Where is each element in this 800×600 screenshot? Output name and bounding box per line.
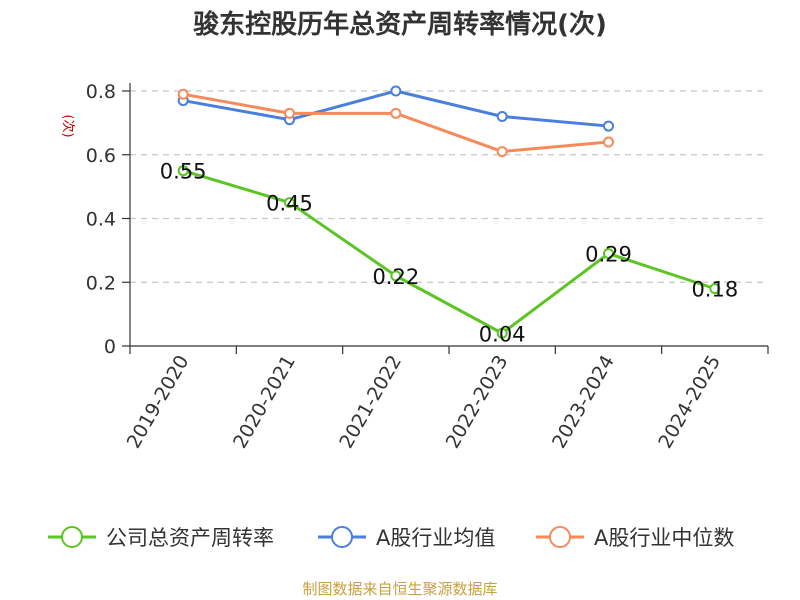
- y-tick-label: 0.6: [86, 145, 116, 167]
- legend-marker: [331, 526, 353, 548]
- data-point: [603, 248, 614, 260]
- x-tick-label: 2023-2024: [548, 352, 619, 453]
- x-tick-label: 2022-2023: [442, 351, 513, 452]
- series-layer: [177, 85, 721, 339]
- legend-label: A股行业中位数: [594, 526, 734, 550]
- data-label: 0.29: [585, 243, 632, 267]
- y-tick-label: 0.2: [86, 272, 116, 294]
- gridlines: [130, 90, 768, 283]
- data-point: [603, 136, 614, 148]
- series-line-2: [182, 92, 609, 154]
- data-point: [390, 107, 402, 119]
- data-point: [496, 111, 508, 122]
- data-label: 0.55: [160, 160, 207, 184]
- data-label: 0.45: [266, 192, 313, 216]
- y-tick-label: 0: [104, 336, 116, 358]
- x-tick-label: 2021-2022: [335, 352, 406, 453]
- data-point: [284, 197, 295, 209]
- source-note: 制图数据来自恒生聚源数据库: [302, 580, 497, 598]
- data-point: [709, 283, 721, 295]
- data-point: [177, 88, 189, 100]
- data-point: [496, 146, 508, 158]
- data-labels: 0.55 0.45 0.22 0.04 0.29 0.18: [160, 160, 738, 347]
- chart-title: 骏东控股历年总资产周转率情况(次): [193, 9, 607, 40]
- data-point: [284, 107, 295, 119]
- legend-label: A股行业均值: [376, 526, 495, 550]
- data-point: [390, 270, 402, 282]
- data-point: [390, 85, 402, 97]
- x-tick-label: 2020-2021: [229, 352, 300, 453]
- legend-marker: [549, 526, 571, 548]
- y-tick-label: 0.4: [86, 209, 116, 231]
- data-label: 0.18: [691, 278, 738, 302]
- legend: 公司总资产周转率 A股行业均值 A股行业中位数: [48, 526, 734, 550]
- y-axis-label: (次): [60, 114, 76, 137]
- legend-label: 公司总资产周转率: [106, 526, 274, 550]
- x-tick-label: 2019-2020: [123, 352, 194, 453]
- series-line-0: [182, 169, 716, 335]
- data-point: [177, 165, 189, 177]
- legend-marker: [61, 526, 83, 548]
- data-point: [603, 120, 614, 132]
- x-tick-label: 2024-2025: [654, 352, 725, 453]
- data-label: 0.22: [372, 265, 419, 289]
- y-tick-label: 0.8: [86, 81, 116, 103]
- data-point: [496, 327, 508, 339]
- axes: 0 0.2 0.4 0.6 0.8 2019-2020 2020-2021 2021-2022…: [86, 81, 769, 453]
- data-label: 0.04: [479, 322, 526, 346]
